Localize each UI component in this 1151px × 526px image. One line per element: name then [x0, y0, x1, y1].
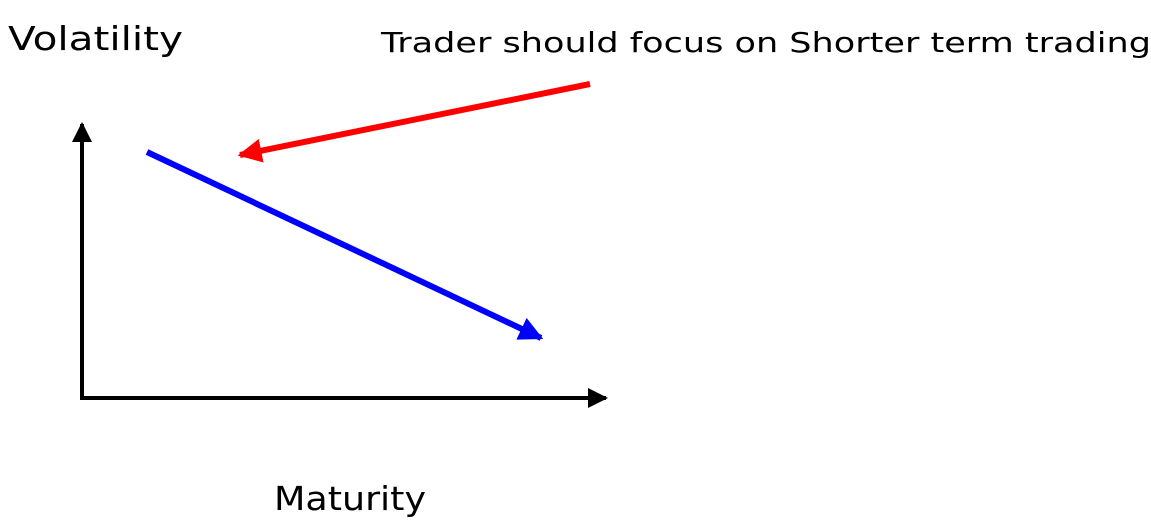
volatility-trend-arrow [145, 149, 544, 341]
y-axis-label: Volatility [8, 19, 183, 58]
annotation-arrow [237, 81, 591, 163]
x-axis-label: Maturity [274, 479, 426, 518]
annotation: Trader should focus on Shorter term trad… [380, 26, 1151, 59]
